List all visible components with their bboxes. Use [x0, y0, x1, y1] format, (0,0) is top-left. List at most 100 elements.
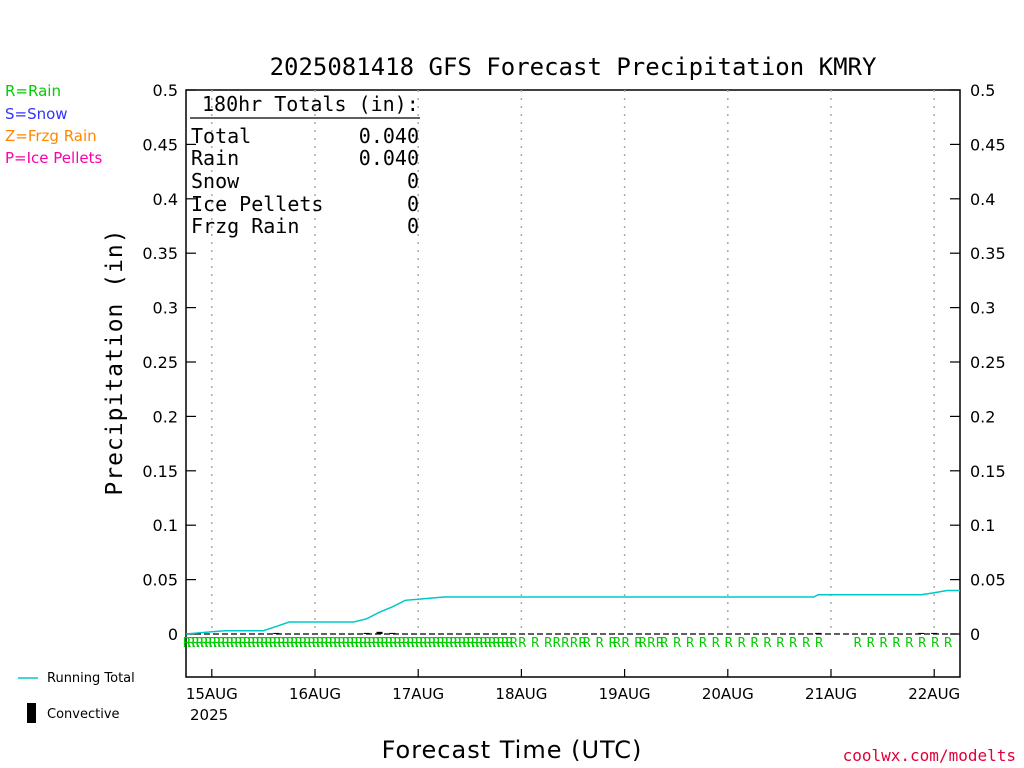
precip-type-marker: R — [282, 636, 290, 651]
precip-type-marker: R — [411, 636, 419, 651]
precip-type-marker: R — [776, 636, 784, 651]
precip-type-marker: R — [480, 636, 488, 651]
totals-ice-pellets-label: Ice Pellets — [191, 192, 323, 216]
precip-type-marker: R — [622, 636, 630, 651]
precip-type-marker: R — [609, 636, 617, 651]
precip-type-marker: R — [303, 636, 311, 651]
totals-freezing-rain-label: Frzg Rain — [191, 214, 299, 238]
precip-type-marker: R — [880, 636, 888, 651]
precip-type-marker: R — [475, 636, 483, 651]
source-credit: coolwx.com/modelts — [843, 746, 1016, 765]
y-tick-label-left: 0.15 — [142, 462, 178, 481]
precip-type-marker: R — [510, 636, 518, 651]
convective-bar — [273, 632, 280, 634]
precip-type-marker: R — [484, 636, 492, 651]
y-tick-label-left: 0.35 — [142, 244, 178, 263]
precip-type-marker: R — [377, 636, 385, 651]
precip-type-marker: R — [639, 636, 647, 651]
precip-type-marker: R — [183, 636, 191, 651]
precip-type-marker: R — [187, 636, 195, 651]
precip-type-marker: R — [338, 636, 346, 651]
y-tick-label-right: 0.25 — [970, 353, 1006, 372]
precip-type-marker: R — [815, 636, 823, 651]
precip-type-marker: R — [424, 636, 432, 651]
precip-type-marker: R — [712, 636, 720, 651]
precip-type-marker: R — [248, 636, 256, 651]
x-axis: 15AUG 16AUG 17AUG 18AUG 19AUG 20AUG 21AUG 22AUG — [186, 669, 960, 703]
precip-type-marker: R — [385, 636, 393, 651]
precip-type-marker: R — [205, 636, 213, 651]
precip-type-marker: R — [200, 636, 208, 651]
y-tick-label-right: 0.05 — [970, 571, 1006, 590]
precip-type-marker: R — [450, 636, 458, 651]
y-tick-label-right: 0 — [970, 625, 980, 644]
precip-type-legend: R=Rain S=Snow Z=Frzg Rain P=Ice Pellets — [5, 82, 102, 167]
x-tick-label: 18AUG — [495, 685, 547, 703]
y-tick-label-left: 0.1 — [153, 516, 178, 535]
precip-type-marker: R — [278, 636, 286, 651]
precip-type-marker: R — [635, 636, 643, 651]
precip-type-marker: R — [931, 636, 939, 651]
convective-bar — [389, 632, 396, 634]
precip-type-marker: R — [699, 636, 707, 651]
y-axis-right: 0 0.05 0.1 0.15 0.2 0.25 0.3 0.35 0.4 0.45 0.5 — [950, 81, 1006, 644]
vertical-grid — [211, 90, 935, 634]
precip-type-marker: R — [368, 636, 376, 651]
precip-type-marker: R — [325, 636, 333, 651]
precip-type-marker: R — [660, 636, 668, 651]
precip-type-marker: R — [209, 636, 217, 651]
x-tick-label: 20AUG — [702, 685, 754, 703]
precip-type-marker: R — [501, 636, 509, 651]
precip-type-marker: R — [222, 636, 230, 651]
precip-type-marker: R — [802, 636, 810, 651]
precip-type-marker: R — [905, 636, 913, 651]
totals-freezing-rain-value: 0 — [407, 214, 419, 238]
precip-type-marker: R — [518, 636, 526, 651]
precip-type-marker: R — [437, 636, 445, 651]
y-tick-label-right: 0.3 — [970, 299, 995, 318]
precip-type-marker: R — [445, 636, 453, 651]
totals-total-value: 0.040 — [359, 124, 419, 148]
precip-type-marker: R — [351, 636, 359, 651]
precip-type-marker: R — [428, 636, 436, 651]
precip-type-marker: R — [389, 636, 397, 651]
precip-type-marker: R — [372, 636, 380, 651]
precip-type-marker: R — [192, 636, 200, 651]
x-tick-label: 22AUG — [908, 685, 960, 703]
x-tick-label: 15AUG — [186, 685, 238, 703]
legend-freezing-rain: Z=Frzg Rain — [5, 127, 97, 145]
precip-type-marker: R — [944, 636, 952, 651]
precip-type-marker: R — [432, 636, 440, 651]
precip-type-marker: R — [394, 636, 402, 651]
precip-type-marker: R — [854, 636, 862, 651]
y-tick-label-left: 0.45 — [142, 135, 178, 154]
precip-type-marker: R — [213, 636, 221, 651]
precip-type-marker: R — [583, 636, 591, 651]
totals-ice-pellets-value: 0 — [407, 192, 419, 216]
precip-type-marker: R — [561, 636, 569, 651]
y-tick-label-left: 0.05 — [142, 571, 178, 590]
precip-type-marker: R — [346, 636, 354, 651]
convective-bar — [376, 631, 383, 634]
totals-snow-value: 0 — [407, 169, 419, 193]
legend-rain: R=Rain — [5, 82, 61, 100]
precip-type-marker: R — [355, 636, 363, 651]
y-tick-label-right: 0.4 — [970, 190, 995, 209]
x-tick-label: 21AUG — [805, 685, 857, 703]
precip-type-marker: R — [321, 636, 329, 651]
y-tick-label-left: 0 — [168, 625, 178, 644]
precip-type-marker: R — [867, 636, 875, 651]
y-tick-label-left: 0.5 — [153, 81, 178, 100]
convective-bar — [815, 632, 822, 634]
x-axis-year-label: 2025 — [190, 706, 228, 724]
precip-type-marker: R — [656, 636, 664, 651]
precip-type-marker: R — [751, 636, 759, 651]
precip-type-marker: R — [260, 636, 268, 651]
precip-type-marker: R — [299, 636, 307, 651]
plot-frame — [185, 89, 961, 678]
precip-type-marker: R — [291, 636, 299, 651]
precip-type-marker: R — [316, 636, 324, 651]
chart-title: 2025081418 GFS Forecast Precipitation KM… — [270, 53, 877, 81]
precip-type-marker: R — [506, 636, 514, 651]
